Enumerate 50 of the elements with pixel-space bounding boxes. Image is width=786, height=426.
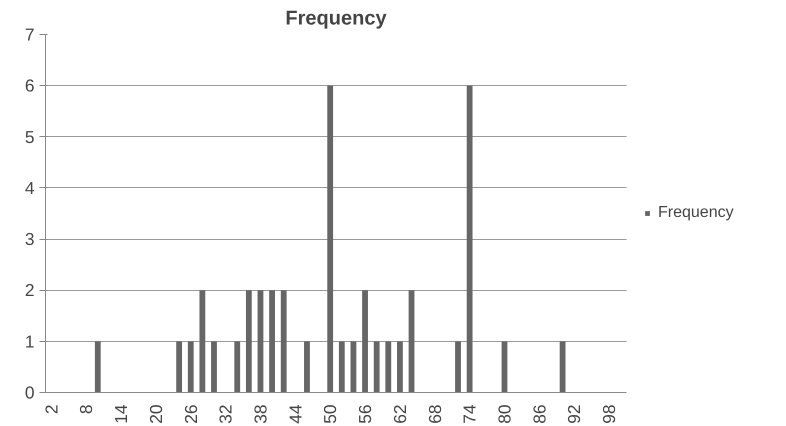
x-tick-label: 44 bbox=[285, 404, 306, 424]
chart-title: Frequency bbox=[285, 8, 388, 30]
bar bbox=[188, 341, 194, 392]
bar bbox=[176, 341, 182, 392]
bar bbox=[560, 341, 566, 392]
x-tick-label: 98 bbox=[599, 404, 620, 424]
y-tick-label: 2 bbox=[24, 280, 35, 300]
x-tick-label: 32 bbox=[216, 404, 236, 424]
bar bbox=[246, 290, 252, 392]
bar bbox=[374, 341, 380, 392]
bar bbox=[304, 341, 310, 392]
bar bbox=[269, 290, 275, 392]
x-tick-label: 56 bbox=[355, 404, 376, 424]
x-tick-label: 92 bbox=[564, 404, 584, 424]
bar bbox=[258, 290, 264, 392]
bar bbox=[408, 290, 414, 392]
bar bbox=[455, 341, 461, 392]
bar bbox=[502, 341, 508, 392]
bar bbox=[338, 341, 345, 392]
y-tick-label: 1 bbox=[24, 331, 35, 352]
bar bbox=[350, 341, 356, 392]
x-tick-label: 2 bbox=[41, 404, 62, 414]
x-tick-label: 68 bbox=[424, 404, 445, 424]
x-tick-label: 62 bbox=[390, 404, 410, 424]
y-tick-label: 4 bbox=[24, 178, 35, 198]
x-tick-label: 8 bbox=[76, 404, 96, 414]
bar bbox=[397, 341, 403, 392]
x-tick-label: 20 bbox=[146, 404, 166, 424]
y-tick-label: 0 bbox=[24, 382, 35, 402]
bar bbox=[362, 290, 368, 392]
x-tick-label: 14 bbox=[111, 404, 132, 424]
bar bbox=[211, 341, 217, 392]
x-tick-label: 26 bbox=[180, 404, 201, 424]
x-tick-label: 38 bbox=[250, 404, 270, 424]
bar bbox=[280, 290, 287, 392]
bar bbox=[94, 341, 101, 392]
bar bbox=[385, 341, 392, 392]
y-tick-label: 6 bbox=[24, 76, 35, 96]
y-tick-label: 7 bbox=[24, 24, 35, 44]
x-tick-label: 86 bbox=[529, 404, 550, 424]
bar bbox=[327, 86, 334, 392]
bar bbox=[234, 341, 240, 392]
y-tick-label: 5 bbox=[24, 126, 35, 147]
x-tick-label: 74 bbox=[460, 404, 480, 424]
x-tick-label: 50 bbox=[320, 404, 340, 424]
y-tick-label: 3 bbox=[24, 229, 35, 250]
legend-label: Frequency bbox=[658, 204, 734, 222]
bar bbox=[466, 86, 473, 392]
x-tick-label: 80 bbox=[494, 404, 514, 424]
bar bbox=[199, 290, 206, 392]
